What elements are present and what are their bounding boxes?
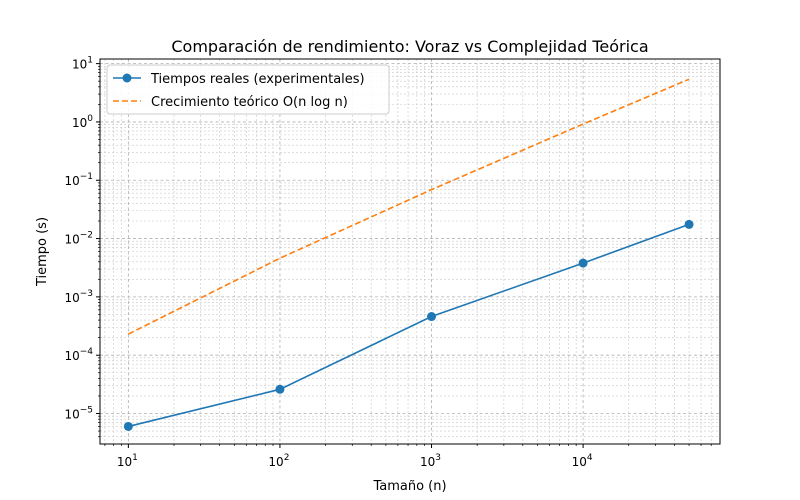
y-axis-label: Tiempo (s) (35, 217, 50, 287)
series-line-1 (128, 78, 690, 335)
legend: Tiempos reales (experimentales) Crecimien… (106, 64, 390, 115)
data-point (275, 384, 285, 394)
legend-label: Crecimiento teórico O(n log n) (151, 95, 348, 110)
y-tick-label: 10−3 (64, 289, 93, 305)
x-tick-label: 104 (572, 453, 593, 469)
chart-title: Comparación de rendimiento: Voraz vs Com… (171, 37, 648, 56)
data-point (427, 312, 437, 322)
y-tick-label: 10−2 (64, 231, 93, 247)
data-point (684, 219, 694, 229)
y-tick-label: 10−1 (64, 172, 93, 188)
x-axis-label: Tamaño (n) (372, 479, 446, 494)
x-tick-label: 103 (420, 453, 441, 469)
y-tick-label: 10−5 (64, 406, 93, 422)
data-point (578, 258, 588, 268)
grid (100, 59, 720, 444)
plot-frame (99, 58, 721, 445)
legend-marker (122, 73, 132, 83)
legend-box (106, 64, 390, 115)
series-layer (123, 78, 694, 431)
x-tick-label: 101 (117, 453, 138, 469)
legend-label: Tiempos reales (experimentales) (150, 72, 365, 87)
data-point (123, 421, 133, 431)
y-tick-label: 100 (72, 114, 93, 130)
y-tick-label: 10−4 (64, 347, 93, 363)
y-tick-label: 101 (72, 56, 93, 72)
x-tick-label: 102 (268, 453, 289, 469)
